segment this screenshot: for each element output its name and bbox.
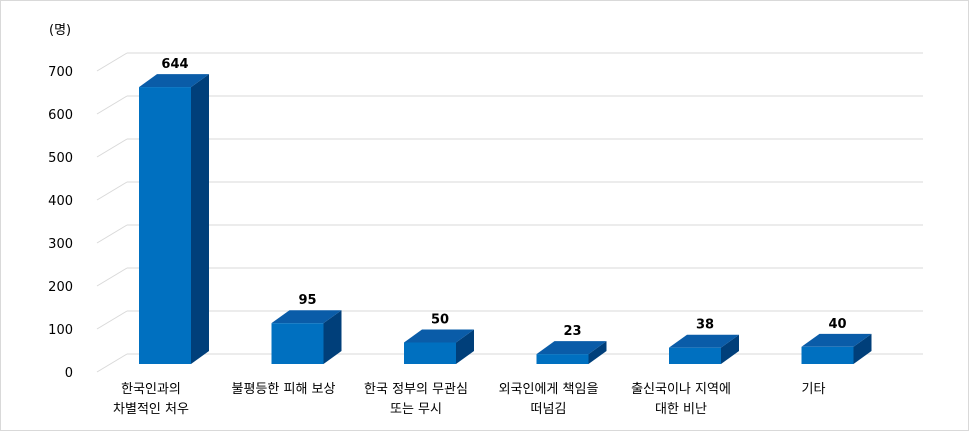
- bar-top: [536, 341, 607, 355]
- gridline-diagonal: [96, 52, 128, 72]
- y-tick-label: 300: [48, 237, 73, 252]
- x-category-label-line: 외국인에게 책임을: [499, 382, 599, 397]
- bar-side: [191, 74, 209, 365]
- bar: [404, 342, 456, 364]
- y-tick-label: 600: [48, 108, 73, 123]
- bars: [139, 74, 872, 365]
- y-tick-label: 700: [48, 65, 73, 80]
- x-category-label-line: 차별적인 처우: [113, 402, 189, 417]
- gridline-diagonal: [96, 310, 128, 330]
- bar-top: [801, 333, 872, 347]
- bar-top: [404, 329, 474, 343]
- x-category-label-line: 불평등한 피해 보상: [232, 382, 336, 397]
- grid-lines: [96, 52, 923, 373]
- gridline-diagonal: [96, 138, 128, 158]
- x-category-label-line: 대한 비난: [655, 402, 707, 417]
- y-tick-label: 500: [48, 151, 73, 166]
- y-tick-label: 0: [65, 366, 73, 381]
- bar-top: [139, 74, 209, 88]
- x-category-label: 불평등한 피해 보상: [232, 382, 336, 397]
- x-category-label-line: 떠넘김: [531, 402, 567, 417]
- gridline-diagonal: [96, 353, 128, 373]
- data-label: 644: [161, 57, 188, 72]
- data-label: 40: [828, 317, 846, 332]
- gridline-diagonal: [96, 267, 128, 287]
- x-category-label: 기타: [802, 382, 826, 397]
- x-category-label-line: 한국 정부의 무관심: [364, 382, 468, 397]
- bar-top: [271, 310, 342, 324]
- bar-side: [588, 341, 607, 364]
- bar-side: [323, 310, 342, 364]
- gridline-diagonal: [96, 224, 128, 244]
- bar: [536, 354, 589, 364]
- gridline-diagonal: [96, 181, 128, 201]
- x-category-label-line: 기타: [802, 382, 826, 397]
- bar: [139, 87, 191, 364]
- bar: [801, 346, 854, 364]
- data-label: 95: [298, 293, 316, 308]
- y-tick-label: 200: [48, 280, 73, 295]
- bar: [271, 323, 324, 364]
- y-unit-label: (명): [49, 23, 71, 38]
- gridline-diagonal: [96, 95, 128, 115]
- bar-side: [721, 334, 739, 364]
- data-label: 23: [563, 324, 581, 339]
- bar-top: [669, 334, 739, 348]
- y-axis-ticks: 0 100 200 300 400 500 600 700: [48, 65, 73, 381]
- x-category-label-line: 한국인과의: [121, 382, 181, 397]
- bar: [669, 347, 721, 364]
- y-tick-label: 400: [48, 194, 73, 209]
- x-category-label-line: 출신국이나 지역에: [631, 382, 731, 397]
- data-label: 38: [696, 318, 714, 333]
- x-category-label-line: 또는 무시: [390, 402, 442, 417]
- data-label: 50: [431, 313, 449, 328]
- data-labels: 644 95 50 23 38 40: [161, 57, 846, 339]
- bar-side: [456, 329, 474, 364]
- y-tick-label: 100: [48, 323, 73, 338]
- bar-side: [853, 333, 872, 364]
